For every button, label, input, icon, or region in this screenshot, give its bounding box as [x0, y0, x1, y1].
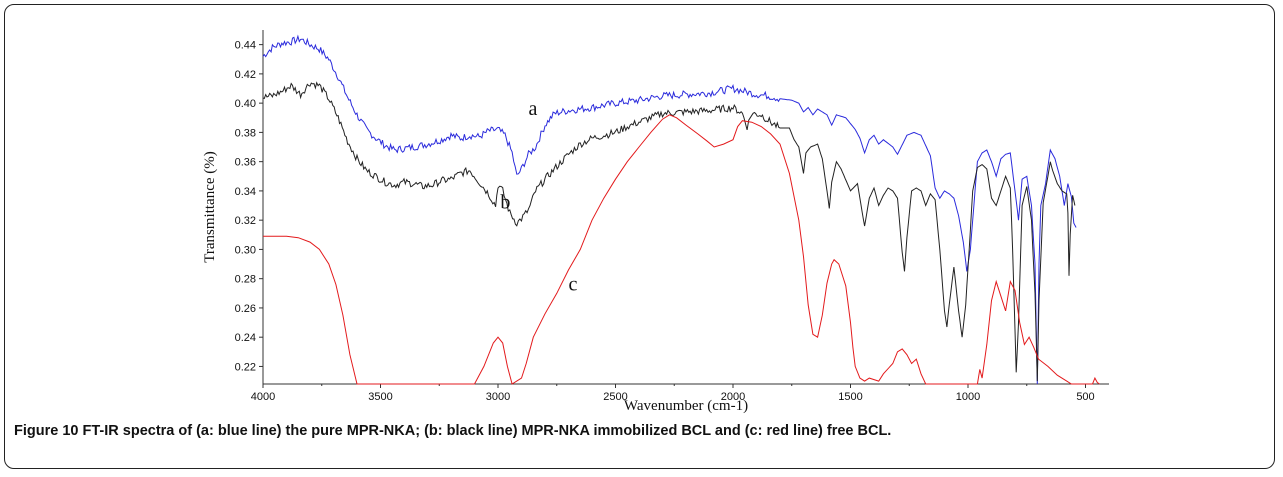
y-tick-label: 0.22: [235, 361, 256, 373]
y-tick-label: 0.40: [235, 98, 256, 110]
y-tick-label: 0.30: [235, 244, 256, 256]
curve-labels: a b c: [500, 98, 577, 296]
x-tick-label: 1500: [838, 391, 862, 403]
figure-frame: [4, 4, 1275, 469]
x-tick-label: 4000: [251, 391, 275, 403]
y-tick-label: 0.38: [235, 127, 256, 139]
x-tick-label: 3500: [368, 391, 392, 403]
series-line-b: [262, 81, 1076, 382]
y-tick-label: 0.36: [235, 157, 256, 169]
x-tick-label: 3000: [486, 391, 510, 403]
y-tick-label: 0.42: [235, 69, 256, 81]
curve-label-b: b: [500, 191, 510, 213]
y-axis-title: Transmittance (%): [202, 151, 218, 263]
series-layer: [262, 34, 1100, 385]
curve-label-c: c: [569, 273, 578, 295]
y-tick-label: 0.26: [235, 303, 256, 315]
y-tick-label: 0.44: [235, 40, 256, 52]
caption-text: FT-IR spectra of (a: blue line) the pure…: [82, 423, 892, 439]
y-tick-label: 0.34: [235, 186, 256, 198]
x-tick-label: 2500: [603, 391, 627, 403]
caption-label: Figure 10: [14, 423, 79, 439]
figure-caption: Figure 10 FT-IR spectra of (a: blue line…: [14, 423, 1264, 439]
series-line-c: [263, 114, 1100, 385]
axes: [262, 30, 1109, 385]
y-tick-label: 0.24: [235, 332, 256, 344]
x-axis-title: Wavenumber (cm-1): [624, 398, 748, 414]
x-tick-label: 1000: [956, 391, 980, 403]
axis-ticks: 4000 3500 3000 2500 2000 1500 1000 500 0.22 0.24 0…: [235, 40, 1095, 403]
curve-label-a: a: [529, 98, 538, 120]
x-tick-label: 2000: [721, 391, 745, 403]
x-tick-label: 500: [1076, 391, 1094, 403]
y-tick-label: 0.32: [235, 215, 256, 227]
y-tick-label: 0.28: [235, 274, 256, 286]
series-line-a: [262, 34, 1077, 385]
